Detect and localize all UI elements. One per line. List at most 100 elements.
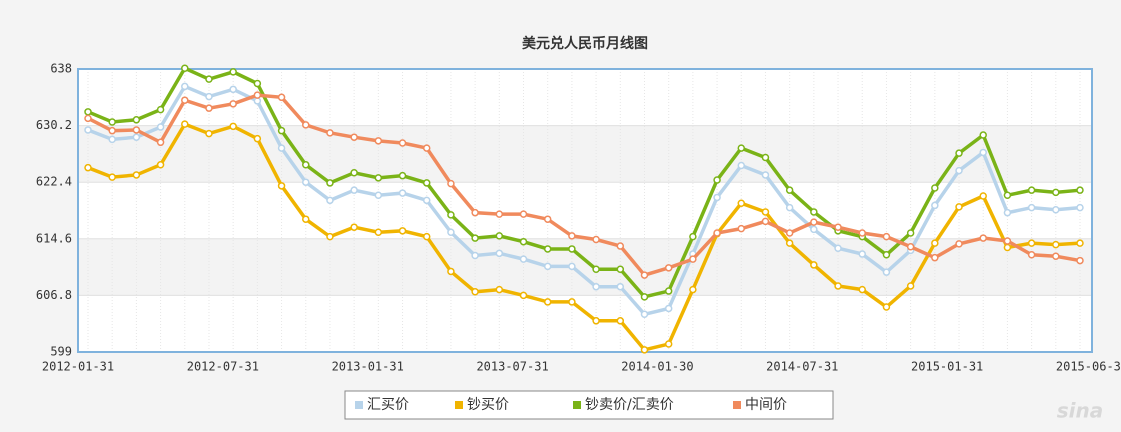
x-tick-label: 2012-01-31 [42, 360, 114, 374]
x-tick-label: 2014-01-30 [621, 360, 693, 374]
data-point [955, 240, 963, 248]
data-point [132, 171, 141, 179]
data-point [737, 224, 746, 233]
data-point [1076, 203, 1084, 212]
data-point [132, 116, 141, 124]
data-point [156, 105, 165, 114]
data-point [205, 92, 213, 101]
series-line [87, 93, 1081, 278]
legend-swatch [355, 401, 363, 409]
data-point [181, 120, 189, 128]
data-point [882, 303, 891, 311]
y-tick-label: 630.2 [36, 118, 72, 132]
data-point [834, 282, 842, 290]
legend-box [344, 390, 834, 420]
data-point [882, 232, 891, 241]
chart-title: 美元兑人民币月线图 [522, 35, 648, 52]
data-point [568, 232, 576, 240]
data-point [761, 208, 770, 216]
data-point [785, 203, 794, 212]
data-point [108, 135, 116, 144]
data-point [810, 218, 818, 226]
data-point [519, 210, 528, 218]
data-point [640, 346, 649, 354]
data-point [229, 122, 237, 131]
data-point [326, 232, 334, 241]
data-point [1052, 188, 1060, 197]
data-point [447, 267, 455, 276]
data-point [326, 129, 334, 137]
data-point [519, 255, 528, 263]
data-point [229, 85, 237, 94]
data-point [422, 232, 431, 241]
data-point [1027, 186, 1036, 194]
data-point [398, 139, 407, 147]
data-point [495, 232, 504, 240]
y-tick-label: 614.6 [36, 231, 72, 245]
y-tick-label: 622.4 [36, 175, 72, 189]
data-point [132, 126, 141, 134]
legend-label: 汇买价 [367, 397, 409, 413]
data-point [1003, 191, 1012, 200]
data-point [350, 169, 358, 177]
data-point [132, 133, 141, 141]
data-point [302, 215, 310, 223]
data-point [156, 123, 165, 131]
data-point [640, 310, 649, 319]
data-point [181, 96, 189, 104]
data-point [84, 126, 92, 134]
x-tick-label: 2013-07-31 [476, 360, 548, 374]
data-point [737, 144, 746, 152]
legend-label: 钞卖价/汇卖价 [585, 397, 674, 413]
data-point [568, 245, 576, 253]
data-point [882, 251, 891, 259]
data-point [84, 114, 92, 123]
data-point [181, 64, 189, 73]
data-point [398, 227, 407, 235]
y-tick-label: 606.8 [36, 288, 72, 302]
data-point [810, 261, 818, 269]
data-point [955, 203, 963, 211]
x-tick-label: 2014-07-31 [766, 360, 838, 374]
data-point [834, 244, 842, 252]
data-point [374, 191, 383, 200]
data-point [471, 251, 479, 260]
data-point [205, 104, 213, 112]
data-point [664, 287, 673, 295]
data-point [737, 199, 746, 207]
data-point [616, 317, 625, 325]
data-point [1076, 256, 1084, 265]
data-point [979, 192, 987, 200]
data-point [471, 208, 479, 217]
data-point [519, 237, 528, 246]
data-point [906, 282, 915, 290]
data-point [931, 201, 939, 210]
data-point [1052, 240, 1060, 249]
x-tick-label: 2015-01-31 [911, 360, 983, 374]
x-tick-label: 2013-01-31 [332, 360, 404, 374]
data-point [302, 121, 310, 129]
data-point [664, 264, 673, 272]
data-point [882, 268, 891, 276]
data-point [374, 174, 383, 182]
data-point [1076, 186, 1084, 194]
series-line [87, 84, 1081, 317]
data-point [785, 186, 794, 194]
data-point [302, 178, 310, 186]
data-point [495, 249, 504, 258]
data-point [422, 144, 431, 152]
grid-band [78, 238, 1092, 296]
watermark: sina [1057, 399, 1104, 423]
data-point [1003, 208, 1012, 217]
data-point [326, 179, 334, 187]
data-point [931, 184, 939, 192]
data-point [1027, 251, 1036, 259]
data-point [253, 91, 262, 99]
data-point [205, 75, 213, 83]
data-point [713, 193, 721, 202]
data-point [398, 171, 407, 180]
data-point [350, 133, 358, 141]
data-point [931, 239, 939, 247]
data-point [277, 126, 286, 135]
